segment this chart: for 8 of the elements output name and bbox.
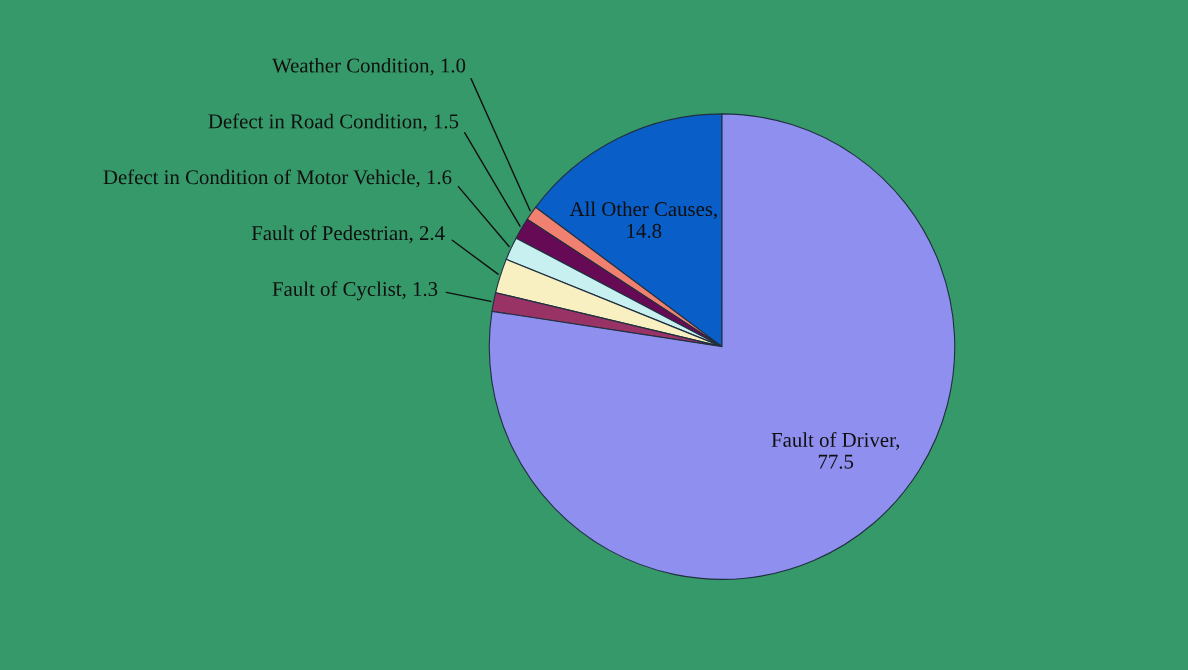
slice-label: Fault of Cyclist, 1.3 (272, 281, 438, 301)
slice-label: Defect in Condition of Motor Vehicle, 1.6 (103, 169, 452, 188)
slice-label: Weather Condition, 1.0 (272, 57, 466, 76)
slice-label: Fault of Driver, 77.5 (771, 432, 900, 469)
slice-label: Defect in Road Condition, 1.5 (208, 113, 459, 132)
pie-slice (488, 113, 956, 580)
slice-label: Fault of Pedestrian, 2.4 (251, 225, 445, 244)
slice-label: All Other Causes, 14.8 (569, 201, 717, 238)
